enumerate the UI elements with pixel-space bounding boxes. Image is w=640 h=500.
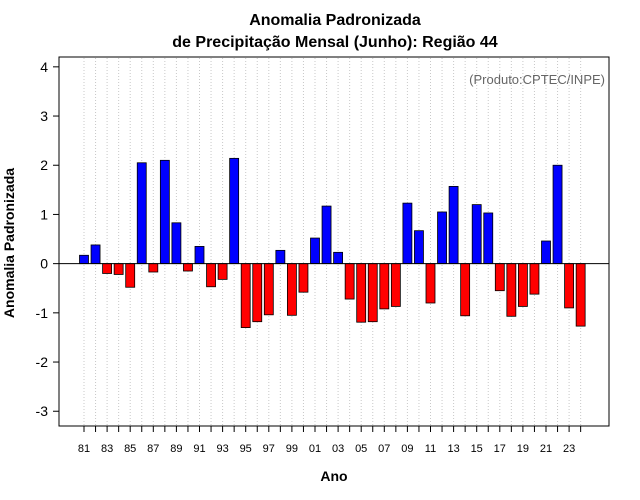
bar-1991 — [194, 246, 205, 265]
bar-1990 — [183, 263, 193, 272]
y-axis-title: Anomalia Padronizada — [1, 168, 17, 318]
bar-2018 — [506, 263, 517, 317]
bar-2004 — [344, 263, 355, 300]
bar-1993 — [217, 263, 228, 280]
x-tick-label: 01 — [309, 443, 321, 455]
y-axis: -3 -2 -1 0 1 2 3 4 — [36, 59, 59, 419]
x-tick-label: 91 — [193, 443, 205, 455]
bar-2014 — [460, 263, 471, 317]
bar-1994 — [229, 157, 240, 265]
bar-1988 — [159, 159, 170, 265]
bar-2016 — [483, 212, 494, 265]
bar-2024 — [575, 263, 586, 327]
y-tick-label: -1 — [36, 305, 49, 321]
bar-1984 — [113, 263, 124, 275]
bar-2019 — [518, 263, 528, 307]
y-tick-label: 1 — [40, 206, 48, 222]
x-tick-label: 17 — [494, 443, 506, 455]
bar-1999 — [286, 263, 297, 316]
x-tick-label: 19 — [517, 443, 529, 455]
x-tick-label: 03 — [332, 443, 344, 455]
x-tick-label: 87 — [147, 443, 159, 455]
bar-1987 — [148, 263, 159, 273]
x-tick-label: 09 — [401, 443, 413, 455]
bar-2009 — [402, 202, 413, 265]
bar-2013 — [448, 185, 459, 265]
bar-2012 — [437, 211, 447, 265]
bar-1998 — [275, 249, 286, 265]
bar-2022 — [552, 164, 563, 265]
bar-1981 — [79, 254, 89, 265]
bar-1997 — [263, 263, 274, 316]
bar-2002 — [321, 205, 332, 265]
bar-2006 — [367, 263, 378, 323]
bar-2017 — [494, 263, 505, 292]
x-tick-label: 85 — [124, 443, 136, 455]
chart-title-line1: Anomalia Padronizada — [249, 12, 421, 29]
grid — [83, 58, 582, 425]
y-tick-label: -2 — [36, 354, 49, 370]
x-tick-label: 05 — [355, 443, 367, 455]
x-tick-label: 99 — [286, 443, 298, 455]
bar-2021 — [541, 240, 551, 265]
bar-1982 — [90, 244, 101, 265]
bar-2015 — [471, 204, 482, 265]
bar-2020 — [529, 263, 540, 295]
bar-2005 — [356, 263, 367, 323]
bar-2007 — [379, 263, 390, 310]
bar-1989 — [171, 222, 182, 265]
y-tick-label: 0 — [40, 256, 48, 272]
x-tick-label: 07 — [378, 443, 390, 455]
bar-2010 — [414, 230, 424, 265]
chart-title-line2: de Precipitação Mensal (Junho): Região 4… — [172, 34, 498, 51]
bar-2001 — [310, 237, 320, 265]
y-tick-label: 4 — [40, 59, 48, 75]
bar-2003 — [333, 251, 344, 265]
bar-2000 — [298, 263, 309, 293]
x-tick-label: 95 — [240, 443, 252, 455]
bar-2023 — [564, 263, 574, 309]
bar-1985 — [125, 263, 136, 288]
x-tick-label: 11 — [425, 443, 436, 455]
y-tick-label: -3 — [36, 403, 49, 419]
x-tick-label: 23 — [563, 443, 575, 455]
x-tick-label: 97 — [263, 443, 275, 455]
plot-frame — [58, 56, 610, 427]
bar-1986 — [136, 162, 147, 265]
x-tick-label: 15 — [471, 443, 483, 455]
bar-1983 — [102, 263, 112, 274]
bars — [59, 157, 609, 329]
bar-1992 — [206, 263, 216, 288]
x-axis-title: Ano — [320, 468, 347, 484]
x-tick-label: 81 — [78, 443, 90, 455]
x-tick-label: 89 — [170, 443, 182, 455]
bar-1995 — [240, 263, 251, 329]
x-axis: 81 83 85 87 89 91 93 95 97 99 01 03 05 07 09 11 13 15 17 19… — [78, 426, 582, 455]
x-tick-label: 93 — [216, 443, 228, 455]
product-annotation: (Produto:CPTEC/INPE) — [469, 72, 605, 87]
y-tick-label: 3 — [40, 108, 48, 124]
x-tick-label: 21 — [540, 443, 552, 455]
bar-1996 — [252, 263, 263, 323]
bar-2008 — [390, 263, 401, 307]
x-tick-label: 83 — [101, 443, 113, 455]
y-tick-label: 2 — [40, 157, 48, 173]
x-tick-label: 13 — [447, 443, 459, 455]
bar-2011 — [425, 263, 436, 304]
